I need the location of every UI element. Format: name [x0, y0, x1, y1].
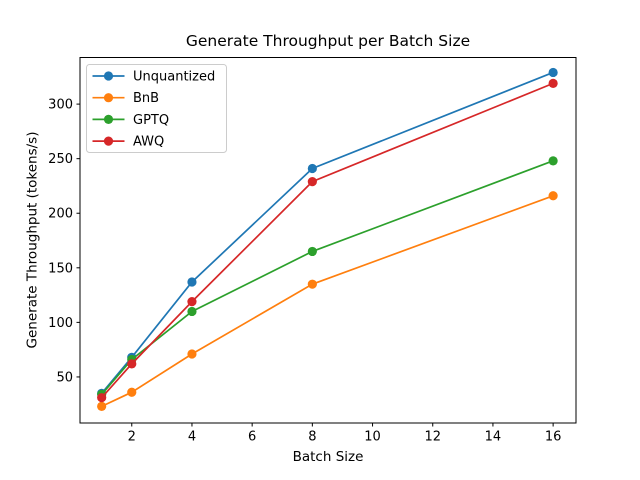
data-point-BnB — [187, 349, 197, 359]
legend-label-GPTQ: GPTQ — [133, 113, 169, 128]
x-tick-label: 2 — [128, 430, 136, 445]
axes-spines — [79, 57, 577, 424]
y-tick-label: 250 — [48, 152, 73, 167]
data-point-BnB — [127, 387, 137, 397]
data-point-Unquantized — [307, 163, 317, 174]
legend-label-AWQ: AWQ — [133, 135, 164, 150]
data-point-GPTQ — [187, 306, 197, 317]
data-point-Unquantized — [187, 277, 197, 287]
x-tick-label: 10 — [364, 430, 381, 445]
data-point-AWQ — [187, 297, 197, 307]
legend-marker-dot — [103, 93, 114, 103]
legend-marker-dot — [103, 71, 114, 81]
data-point-GPTQ — [548, 156, 558, 166]
y-tick-label: 100 — [48, 316, 73, 331]
data-point-GPTQ — [307, 246, 317, 257]
chart-title: Generate Throughput per Batch Size — [186, 32, 470, 50]
legend-marker-dot — [103, 114, 114, 124]
y-tick-label: 200 — [48, 207, 73, 222]
legend-label-BnB: BnB — [133, 91, 159, 106]
x-tick-label: 16 — [545, 430, 562, 445]
data-point-BnB — [307, 279, 317, 289]
data-point-Unquantized — [548, 67, 558, 78]
series-line-BnB — [101, 194, 554, 408]
series-line-GPTQ — [101, 160, 554, 395]
data-point-AWQ — [548, 78, 558, 88]
y-axis-label: Generate Throughput (tokens/s) — [25, 132, 41, 349]
x-tick-label: 6 — [248, 430, 256, 445]
legend-label-Unquantized: Unquantized — [133, 70, 215, 85]
plot-area: 2 4 6 8 10 12 14 16 50 100 150 200 250 300 Unquantized… — [48, 57, 577, 445]
x-tick-label: 12 — [424, 430, 441, 445]
x-tick-label: 4 — [188, 430, 196, 445]
x-tick-label: 8 — [308, 430, 316, 445]
x-axis-label: Batch Size — [293, 449, 364, 465]
data-point-AWQ — [127, 359, 137, 369]
data-point-BnB — [548, 191, 558, 201]
y-tick-label: 300 — [48, 98, 73, 113]
y-tick-label: 50 — [56, 370, 73, 385]
y-tick-label: 150 — [48, 261, 73, 276]
legend-marker-dot — [103, 136, 114, 146]
data-point-BnB — [97, 401, 107, 412]
data-point-AWQ — [307, 176, 317, 187]
legend-box — [86, 64, 227, 153]
data-point-AWQ — [97, 393, 107, 403]
x-tick-label: 14 — [485, 430, 502, 445]
